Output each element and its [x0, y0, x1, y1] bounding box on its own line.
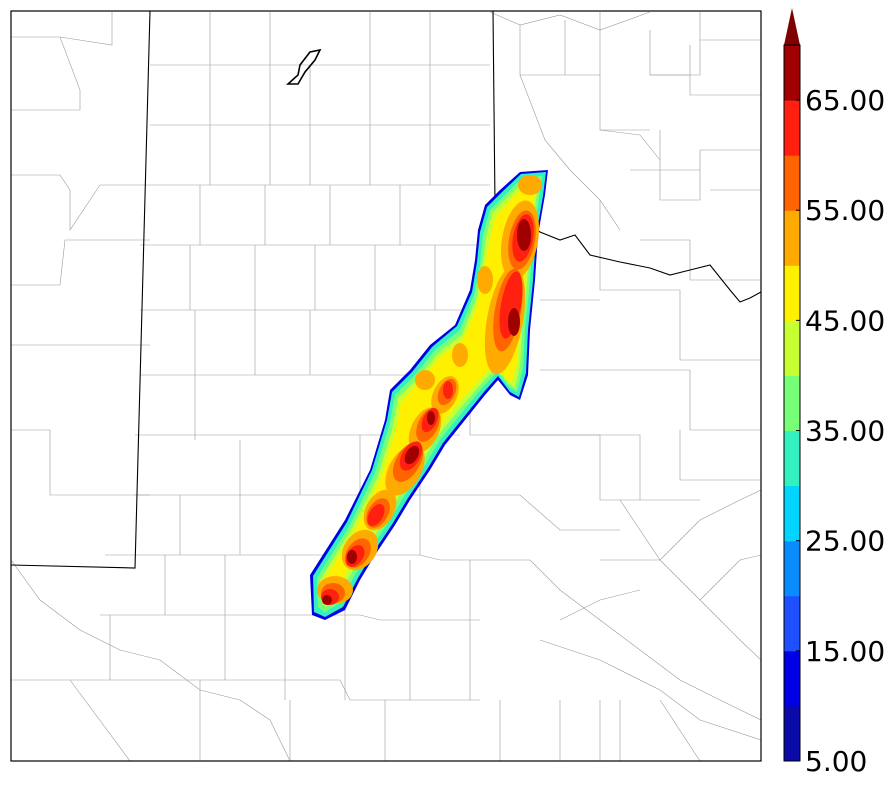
colorbar-segment: [784, 485, 800, 542]
map-area: [11, 11, 761, 761]
colorbar-segment: [784, 320, 800, 376]
colorbar-segment: [784, 210, 800, 266]
colorbar-segments: [784, 45, 800, 762]
colorbar-segment: [784, 650, 800, 707]
colorbar-tick-label: 65.00: [805, 84, 885, 117]
colorbar-segment: [784, 265, 800, 321]
colorbar-tick-label: 45.00: [805, 304, 885, 337]
colorbar-segment: [784, 430, 800, 487]
colorbar-tick-label: 25.00: [805, 525, 885, 558]
colorbar-tick-label: 55.00: [805, 194, 885, 227]
swath-darkred-cores: [322, 219, 531, 605]
colorbar-segment: [784, 100, 800, 156]
colorbar-segment: [784, 705, 800, 762]
map-frame: [10, 10, 762, 762]
colorbar-segment: [784, 375, 800, 432]
storm-swath: [310, 170, 548, 620]
colorbar-tick-label: 5.00: [805, 745, 867, 778]
colorbar-segment: [784, 595, 800, 652]
colorbar-segment: [784, 45, 800, 101]
colorbar: 5.00 15.00 25.00 35.00 45.00 55.00 65.00: [783, 8, 885, 778]
colorbar-outline: [783, 44, 801, 762]
colorbar-extend-triangle: [784, 8, 800, 45]
colorbar-tick-label: 15.00: [805, 635, 885, 668]
colorbar-segment: [784, 540, 800, 597]
colorbar-segment: [784, 155, 800, 211]
colorbar-ticks: 5.00 15.00 25.00 35.00 45.00 55.00 65.00: [796, 84, 885, 778]
colorbar-tick-label: 35.00: [805, 415, 885, 448]
